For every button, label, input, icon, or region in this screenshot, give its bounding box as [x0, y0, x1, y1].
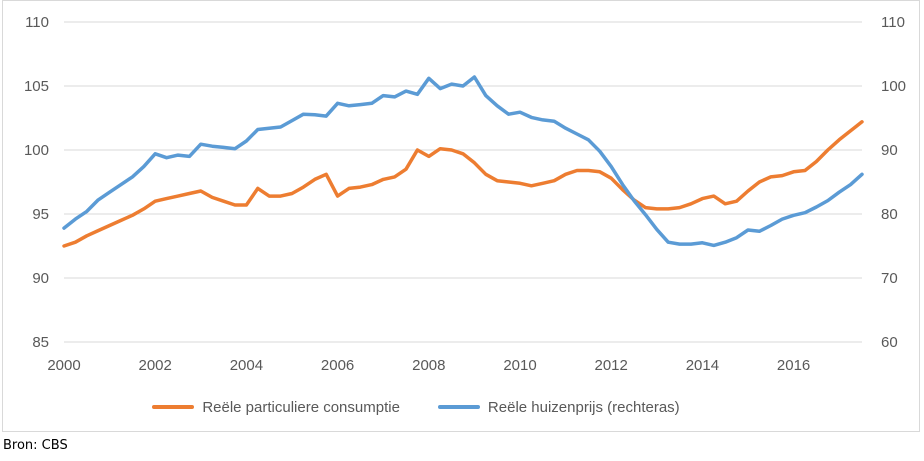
x-axis-tick-label: 2000	[47, 357, 80, 374]
legend-label-house-price: Reële huizenprijs (rechteras)	[487, 398, 680, 416]
x-axis-tick-label: 2002	[139, 357, 172, 374]
legend-label-consumption: Reële particuliere consumptie	[202, 398, 400, 416]
left-axis-tick-label: 100	[24, 142, 49, 159]
right-axis-tick-label: 100	[881, 78, 906, 95]
line-chart: 85 90 95 100 105 110 60 70 80 90 100 110 2000 2002 200…	[24, 14, 906, 374]
x-axis-tick-label: 2012	[595, 357, 628, 374]
right-axis-tick-label: 60	[881, 334, 898, 351]
legend-swatch-house-price	[437, 405, 480, 409]
right-axis-tick-label: 70	[881, 270, 898, 287]
x-axis-tick-label: 2006	[321, 357, 354, 374]
x-axis-tick-label: 2010	[503, 357, 536, 374]
left-axis-tick-label: 105	[24, 78, 49, 95]
x-axis-tick-label: 2004	[230, 357, 263, 374]
x-axis-tick-label: 2008	[412, 357, 445, 374]
chart-legend: Reële particuliere consumptie Reële huiz…	[3, 392, 919, 422]
right-axis-tick-label: 80	[881, 206, 898, 223]
series-line-consumption	[62, 120, 864, 248]
x-axis-tick-label: 2016	[777, 357, 810, 374]
x-axis-tick-label: 2014	[686, 357, 719, 374]
right-axis-tick-label: 90	[881, 142, 898, 159]
legend-item-house-price: Reële huizenprijs (rechteras)	[437, 398, 680, 416]
right-axis-tick-label: 110	[881, 14, 905, 31]
legend-swatch-consumption	[152, 405, 195, 409]
left-axis-tick-label: 85	[32, 334, 49, 351]
source-note: Bron: CBS	[3, 438, 68, 453]
series-line-house-price	[62, 75, 864, 248]
legend-item-consumption: Reële particuliere consumptie	[152, 399, 400, 416]
left-axis-tick-label: 90	[32, 270, 49, 287]
chart-frame: 85 90 95 100 105 110 60 70 80 90 100 110 2000 2002 200…	[2, 0, 920, 432]
left-axis-tick-label: 95	[32, 206, 49, 223]
left-axis-tick-label: 110	[25, 14, 49, 31]
